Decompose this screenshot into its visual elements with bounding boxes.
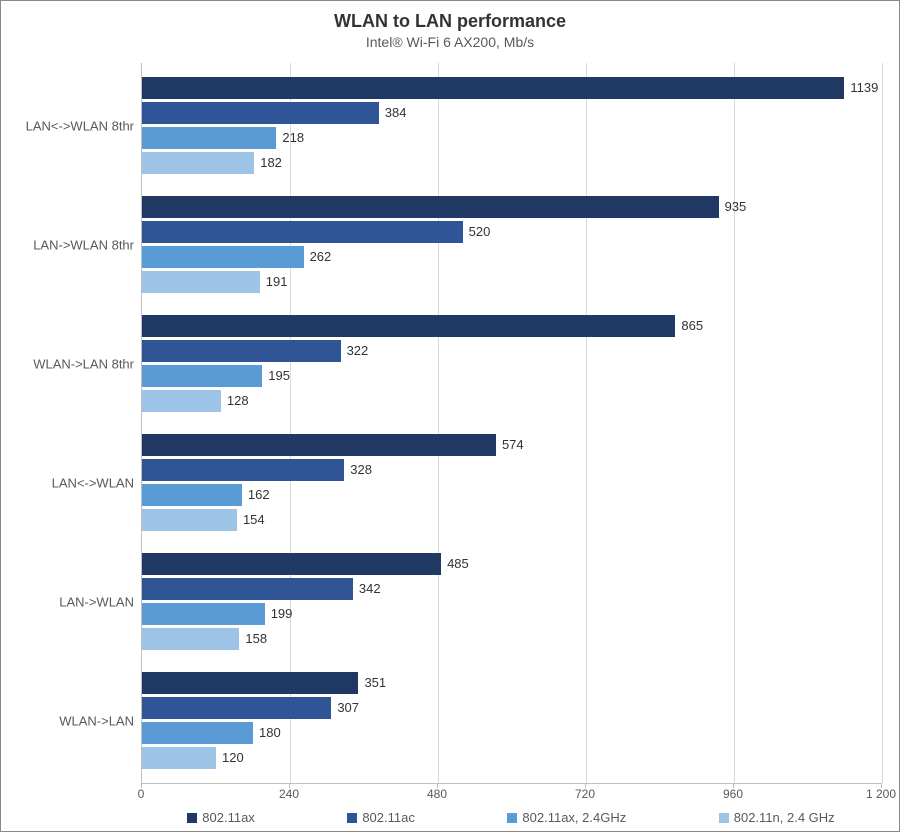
bar-value-label: 158: [239, 628, 267, 650]
category-group: LAN<->WLAN574328162154: [142, 434, 882, 531]
x-tick-label: 1 200: [866, 787, 896, 801]
bar-value-label: 865: [675, 315, 703, 337]
bar-value-label: 307: [331, 697, 359, 719]
bar-value-label: 935: [719, 196, 747, 218]
bar: [142, 196, 719, 218]
category-group: LAN<->WLAN 8thr1139384218182: [142, 77, 882, 174]
category-group: WLAN->LAN351307180120: [142, 672, 882, 769]
bar: [142, 221, 463, 243]
bar-value-label: 195: [262, 365, 290, 387]
bar: [142, 459, 344, 481]
bar: [142, 603, 265, 625]
legend-item: 802.11ac: [347, 810, 415, 825]
chart-container: WLAN to LAN performance Intel® Wi-Fi 6 A…: [0, 0, 900, 832]
bar-value-label: 384: [379, 102, 407, 124]
category-label: LAN->WLAN: [4, 594, 134, 609]
bar: [142, 246, 304, 268]
legend-item: 802.11n, 2.4 GHz: [719, 810, 835, 825]
bar-value-label: 154: [237, 509, 265, 531]
category-label: WLAN->LAN: [4, 713, 134, 728]
category-group: LAN->WLAN 8thr935520262191: [142, 196, 882, 293]
legend-swatch: [347, 813, 357, 823]
legend: 802.11ax 802.11ac 802.11ax, 2.4GHz 802.11n,…: [141, 810, 881, 825]
chart-subtitle: Intel® Wi-Fi 6 AX200, Mb/s: [1, 32, 899, 56]
bar-value-label: 328: [344, 459, 372, 481]
bar: [142, 434, 496, 456]
bar-value-label: 1139: [844, 77, 878, 99]
bar-value-label: 191: [260, 271, 288, 293]
bar-value-label: 120: [216, 747, 244, 769]
category-group: LAN->WLAN485342199158: [142, 553, 882, 650]
bar-value-label: 162: [242, 484, 270, 506]
bar-value-label: 485: [441, 553, 469, 575]
bar: [142, 484, 242, 506]
legend-item: 802.11ax: [187, 810, 255, 825]
bar: [142, 365, 262, 387]
bar: [142, 77, 844, 99]
bar: [142, 152, 254, 174]
bar: [142, 340, 341, 362]
bar: [142, 315, 675, 337]
legend-label: 802.11ac: [362, 810, 415, 825]
bar: [142, 672, 358, 694]
bar-value-label: 128: [221, 390, 249, 412]
x-tick-label: 720: [575, 787, 595, 801]
bar-value-label: 182: [254, 152, 282, 174]
bar: [142, 722, 253, 744]
x-tick-label: 240: [279, 787, 299, 801]
bar-value-label: 520: [463, 221, 491, 243]
bar-value-label: 351: [358, 672, 386, 694]
bar: [142, 509, 237, 531]
bar: [142, 127, 276, 149]
legend-label: 802.11ax, 2.4GHz: [522, 810, 626, 825]
category-label: LAN<->WLAN: [4, 475, 134, 490]
legend-swatch: [507, 813, 517, 823]
bar-value-label: 322: [341, 340, 369, 362]
bar: [142, 102, 379, 124]
legend-swatch: [719, 813, 729, 823]
bar: [142, 271, 260, 293]
bar-value-label: 180: [253, 722, 281, 744]
legend-label: 802.11ax: [202, 810, 255, 825]
bar: [142, 628, 239, 650]
chart-title: WLAN to LAN performance: [1, 1, 899, 32]
category-label: LAN->WLAN 8thr: [4, 237, 134, 252]
legend-item: 802.11ax, 2.4GHz: [507, 810, 626, 825]
bar: [142, 390, 221, 412]
plot-area: LAN<->WLAN 8thr1139384218182LAN->WLAN 8t…: [141, 63, 882, 784]
bar: [142, 697, 331, 719]
category-label: LAN<->WLAN 8thr: [4, 118, 134, 133]
legend-label: 802.11n, 2.4 GHz: [734, 810, 835, 825]
bar: [142, 578, 353, 600]
x-tick-label: 480: [427, 787, 447, 801]
gridline: [882, 63, 883, 783]
x-tick-label: 0: [138, 787, 145, 801]
category-label: WLAN->LAN 8thr: [4, 356, 134, 371]
bar: [142, 553, 441, 575]
legend-swatch: [187, 813, 197, 823]
bar-value-label: 199: [265, 603, 293, 625]
bar-value-label: 574: [496, 434, 524, 456]
bar-value-label: 342: [353, 578, 381, 600]
category-group: WLAN->LAN 8thr865322195128: [142, 315, 882, 412]
bar-value-label: 262: [304, 246, 332, 268]
bar-value-label: 218: [276, 127, 304, 149]
bar: [142, 747, 216, 769]
x-tick-label: 960: [723, 787, 743, 801]
